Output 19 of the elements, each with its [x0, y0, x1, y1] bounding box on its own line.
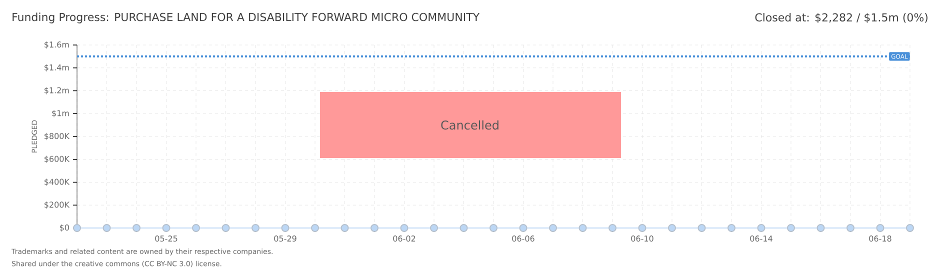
y-tick-label: $1.4m — [44, 64, 69, 72]
y-tick-label: $1.6m — [44, 41, 69, 49]
y-tick-label: $200K — [44, 201, 70, 209]
x-tick-label: 06-06 — [512, 236, 534, 242]
y-tick-label: $400K — [44, 178, 70, 186]
y-tick-label: $1m — [52, 110, 69, 118]
x-tick-label: 05-29 — [274, 236, 296, 242]
x-tick-label: 06-02 — [393, 236, 416, 242]
y-tick-label: $0 — [60, 224, 69, 232]
annotation: Cancelled — [441, 120, 498, 130]
chart-subtitle: Closed at: $2,282 / $1.5m (0%) — [755, 13, 928, 23]
y-tick-label: $600K — [44, 156, 70, 163]
x-tick-label: 06-10 — [631, 236, 654, 242]
x-tick-label: 06-14 — [750, 236, 772, 242]
y-tick-label: $800K — [44, 132, 70, 140]
y-tick-label: $1.2m — [44, 87, 69, 94]
x-tick-label: 06-18 — [869, 236, 892, 242]
chart-title: Funding Progress: PURCHASE LAND FOR A DISABILITY FORWARD MICRO COMMUNITY — [12, 12, 480, 24]
x-tick-label: 05-25 — [155, 236, 178, 242]
